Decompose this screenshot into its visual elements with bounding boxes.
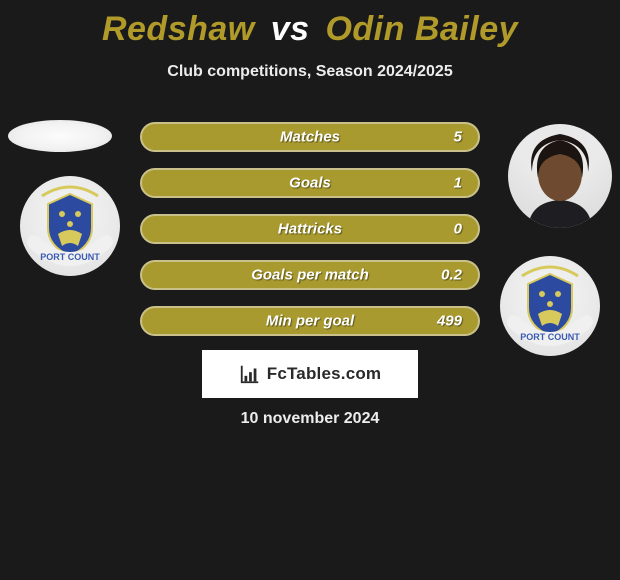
player1-club-crest: PORT COUNT xyxy=(20,176,120,276)
vs-text: vs xyxy=(271,10,310,48)
crest-svg: PORT COUNT xyxy=(500,256,600,356)
title-row: Redshaw vs Odin Bailey xyxy=(0,0,620,49)
player1-avatar-placeholder xyxy=(8,120,112,152)
svg-text:PORT COUNT: PORT COUNT xyxy=(520,332,580,342)
stat-label: Goals per match xyxy=(251,267,369,284)
stat-label: Goals xyxy=(289,175,331,192)
infographic-root: Redshaw vs Odin Bailey Club competitions… xyxy=(0,0,620,580)
stat-value: 1 xyxy=(454,175,462,192)
player2-avatar xyxy=(508,124,612,228)
stat-value: 5 xyxy=(454,129,462,146)
stat-value: 0 xyxy=(454,221,462,238)
stat-row-goals: Goals 1 xyxy=(140,168,480,198)
stat-label: Min per goal xyxy=(266,313,354,330)
stat-row-min-per-goal: Min per goal 499 xyxy=(140,306,480,336)
svg-text:PORT COUNT: PORT COUNT xyxy=(40,252,100,262)
stat-row-goals-per-match: Goals per match 0.2 xyxy=(140,260,480,290)
crest-svg: PORT COUNT xyxy=(20,176,120,276)
subtitle: Club competitions, Season 2024/2025 xyxy=(0,63,620,81)
chart-icon xyxy=(239,363,261,385)
stat-rows: Matches 5 Goals 1 Hattricks 0 Goals per … xyxy=(140,122,480,352)
stat-row-hattricks: Hattricks 0 xyxy=(140,214,480,244)
date-text: 10 november 2024 xyxy=(0,410,620,428)
player1-name: Redshaw xyxy=(102,10,255,48)
watermark-text: FcTables.com xyxy=(267,364,382,384)
stat-row-matches: Matches 5 xyxy=(140,122,480,152)
stat-value: 499 xyxy=(437,313,462,330)
player2-avatar-svg xyxy=(508,124,612,228)
stat-label: Matches xyxy=(280,129,340,146)
player2-club-crest: PORT COUNT xyxy=(500,256,600,356)
watermark: FcTables.com xyxy=(202,350,418,398)
stat-label: Hattricks xyxy=(278,221,342,238)
stat-value: 0.2 xyxy=(441,267,462,284)
player2-name: Odin Bailey xyxy=(325,10,518,48)
